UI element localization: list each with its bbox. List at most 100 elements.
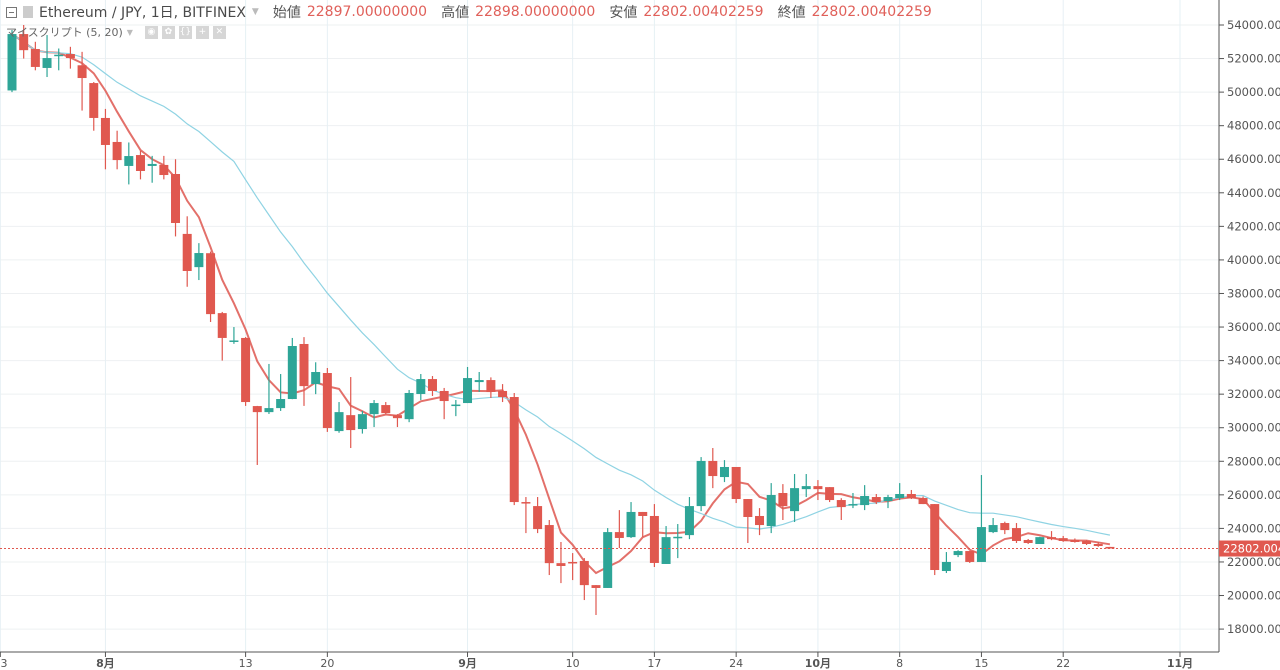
candle-body — [1082, 540, 1092, 545]
y-tick-label: 52000.000 — [1227, 52, 1280, 66]
candle-body — [591, 585, 601, 588]
candle-body — [708, 460, 718, 477]
candle-body — [206, 253, 216, 315]
candle — [346, 377, 356, 449]
chevron-down-icon[interactable]: ▼ — [126, 27, 133, 37]
x-tick-label: 13 — [239, 657, 253, 670]
ma-20-line — [11, 33, 1111, 536]
time-axis[interactable]: 3 8月 13 20 9月 10 17 24 10月 8 15 22 11月 — [0, 652, 1193, 670]
symbol-title[interactable]: Ethereum / JPY, 1日, BITFINEX — [39, 5, 246, 21]
candle — [1047, 531, 1057, 541]
candle-body — [19, 34, 29, 51]
candle — [860, 485, 870, 511]
candle — [626, 502, 636, 538]
close-icon[interactable]: ✕ — [212, 25, 226, 39]
price-axis[interactable]: 54000.000 52000.000 50000.000 48000.000 4600… — [1219, 18, 1280, 636]
y-tick-label: 46000.000 — [1227, 152, 1280, 166]
candle-body — [836, 500, 846, 508]
candle — [264, 363, 274, 414]
candle — [521, 497, 531, 534]
candle-body — [194, 253, 204, 268]
candle — [229, 327, 239, 344]
candle-body — [719, 466, 729, 478]
candle — [930, 504, 940, 576]
candle — [778, 484, 788, 521]
candle-body — [229, 340, 239, 342]
candle-body — [556, 563, 566, 566]
candle — [30, 41, 40, 71]
candle-body — [731, 466, 741, 500]
candle — [463, 366, 473, 404]
candle-body — [953, 551, 963, 556]
candle-body — [1047, 537, 1057, 540]
candle-body — [825, 487, 835, 501]
candle — [801, 474, 811, 498]
candle-body — [871, 497, 881, 503]
candle — [871, 494, 881, 505]
candle — [182, 216, 192, 287]
candle — [112, 130, 122, 170]
x-tick-label: 9月 — [458, 657, 477, 670]
candle — [603, 528, 613, 588]
candle — [322, 367, 332, 432]
candle-body — [159, 164, 169, 176]
plus-icon[interactable]: + — [195, 25, 209, 39]
candle-body — [813, 486, 823, 490]
y-tick-label: 28000.000 — [1227, 454, 1280, 468]
candle-body — [486, 380, 496, 392]
y-tick-label: 44000.000 — [1227, 186, 1280, 200]
candle — [638, 511, 648, 538]
last-price-marker: 22802.00402259 — [0, 540, 1280, 557]
y-tick-label: 26000.000 — [1227, 488, 1280, 502]
candle-body — [498, 390, 508, 398]
candle — [883, 494, 893, 509]
candle-body — [848, 504, 858, 506]
candle — [147, 155, 157, 183]
candle-body — [30, 48, 40, 67]
candle-body — [392, 415, 402, 419]
candle — [544, 520, 554, 576]
source-icon[interactable]: {} — [178, 25, 192, 39]
collapse-icon[interactable] — [6, 6, 17, 18]
candle-body — [521, 502, 531, 504]
candle — [1093, 541, 1103, 547]
candle-body — [369, 403, 379, 415]
candle-body — [568, 561, 578, 564]
candle-body — [54, 54, 64, 57]
candle-body — [311, 372, 321, 385]
candle — [941, 552, 951, 574]
indicator-legend: マイスクリプト (5, 20) ▼ ◉ ✿ {} + ✕ — [6, 24, 226, 40]
x-tick-label: 8月 — [96, 657, 115, 670]
candle-body — [603, 532, 613, 588]
candle — [498, 384, 508, 403]
candles — [7, 25, 1115, 615]
indicator-title[interactable]: マイスクリプト (5, 20) — [6, 26, 123, 39]
candle — [766, 483, 776, 534]
candle — [392, 414, 402, 428]
candle-body — [135, 155, 145, 171]
chevron-down-icon[interactable]: ▼ — [251, 7, 259, 17]
x-tick-label: 11月 — [1167, 657, 1193, 670]
candle-body — [217, 313, 227, 338]
candle-body — [918, 498, 928, 505]
candle — [743, 499, 753, 543]
candle-body — [474, 380, 484, 383]
candle-body — [334, 412, 344, 432]
candle-body — [976, 527, 986, 562]
candle — [591, 585, 601, 615]
gear-icon[interactable]: ✿ — [161, 25, 175, 39]
candle-body — [509, 397, 519, 503]
candle-body — [790, 488, 800, 512]
candle-body — [1011, 528, 1021, 541]
candle-body — [381, 405, 391, 414]
candle-body — [100, 117, 110, 145]
candle — [719, 460, 729, 483]
candle — [614, 510, 624, 549]
candle-body — [661, 537, 671, 564]
candle-body — [533, 506, 543, 530]
candle-body — [579, 560, 589, 586]
candle-body — [416, 379, 426, 394]
eye-icon[interactable]: ◉ — [144, 25, 158, 39]
candle — [509, 392, 519, 506]
